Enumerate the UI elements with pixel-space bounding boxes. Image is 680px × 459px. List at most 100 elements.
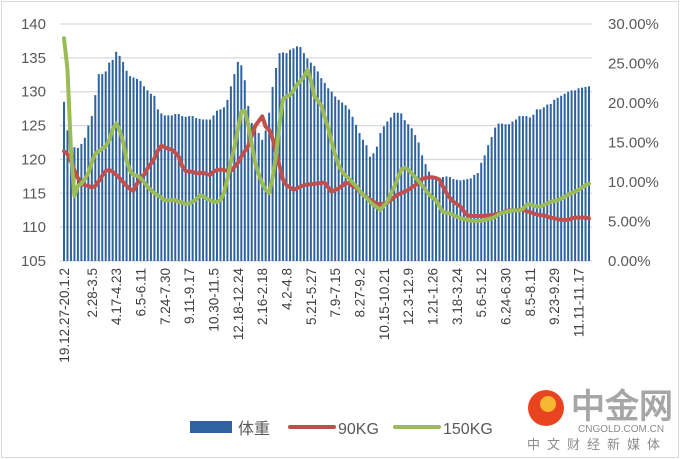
bar-weight	[149, 93, 152, 261]
bar-weight	[87, 125, 90, 261]
x-tick-label: 7.9-7.15	[328, 268, 343, 318]
bar-weight	[285, 53, 288, 261]
right-axis-ticks: 0.00% 5.00% 10.00% 15.00% 20.00% 25.00% 30.00%	[608, 16, 659, 270]
bar-weight	[386, 121, 389, 261]
bar-weight	[448, 177, 451, 261]
bar-weight	[66, 130, 69, 261]
bar-weight	[264, 130, 267, 261]
line-150kg	[62, 36, 591, 223]
bar-weight	[160, 113, 163, 261]
bar-weight	[104, 71, 107, 262]
bar-weight	[302, 53, 305, 261]
bar-weight	[407, 124, 410, 262]
left-axis-ticks: 105 110 115 120 125 130 135 140	[21, 16, 46, 270]
bar-weight	[563, 93, 566, 261]
bar-weight	[417, 142, 420, 261]
bar-weight	[63, 101, 65, 261]
x-tick-label: 12.3-12.9	[401, 268, 416, 325]
bar-weight	[379, 133, 382, 261]
bar-weight	[222, 107, 225, 261]
bar-weight	[257, 133, 260, 261]
x-tick-label: 4.17-4.23	[109, 268, 124, 325]
bar-weight	[431, 176, 434, 261]
bar-weight	[278, 53, 281, 261]
bar-weight	[146, 90, 149, 261]
bar-weight	[101, 74, 104, 261]
x-tick-label: 6.24-6.30	[499, 268, 514, 325]
bar-weight	[497, 123, 500, 261]
logo-name: 中金网	[571, 387, 673, 426]
bar-weight	[122, 61, 125, 261]
bar-weight	[567, 91, 570, 261]
bar-weight	[368, 156, 371, 261]
bar-weight	[108, 62, 111, 262]
bar-weight	[198, 118, 201, 261]
x-tick-label: 3.18-3.24	[450, 268, 465, 326]
bar-weight	[365, 145, 368, 261]
bar-weight	[410, 128, 413, 261]
legend-label-150kg: 150KG	[443, 421, 493, 438]
line-90kg	[62, 114, 591, 222]
bar-weight	[250, 122, 253, 261]
bar-weight	[195, 118, 198, 261]
logo-emblem-inner	[540, 396, 556, 412]
x-tick-label: 4.2-4.8	[280, 268, 295, 310]
bar-weight	[487, 145, 490, 261]
bar-weight	[504, 124, 507, 262]
x-tick-label: 11.11-11.17	[572, 268, 587, 337]
bar-weight	[424, 164, 427, 261]
bar-weight	[570, 90, 573, 261]
bar-weight	[288, 49, 291, 261]
bar-weight	[480, 162, 483, 261]
left-tick-label: 120	[21, 151, 46, 168]
cngold-logo: 中金网 CNGOLD.COM.CN 中文财经新媒体	[527, 387, 673, 452]
bar-weight	[546, 104, 549, 261]
legend-label-weight: 体重	[238, 420, 270, 438]
bar-weight	[229, 86, 232, 261]
bar-weight	[69, 162, 72, 261]
right-tick-label: 20.00%	[608, 95, 659, 112]
bar-weight	[327, 88, 330, 261]
bar-weight	[209, 119, 212, 261]
bar-weight	[184, 116, 187, 261]
bar-weight	[539, 109, 542, 261]
bar-weight	[542, 107, 545, 261]
x-tick-label: 8.27-9.2	[353, 268, 368, 318]
bar-weight	[316, 71, 319, 262]
bar-series-weight	[63, 46, 590, 262]
bar-weight	[355, 124, 358, 261]
bar-weight	[306, 58, 309, 261]
bar-weight	[118, 55, 121, 261]
bar-weight	[428, 171, 431, 261]
bar-weight	[313, 65, 316, 262]
bar-weight	[341, 102, 344, 261]
x-tick-label: 9.23-9.29	[547, 268, 562, 325]
right-tick-label: 30.00%	[608, 16, 659, 33]
right-tick-label: 0.00%	[608, 253, 651, 270]
bar-weight	[521, 116, 524, 261]
bar-weight	[445, 176, 448, 261]
bar-weight	[389, 117, 392, 262]
x-tick-label: 8.5-8.11	[523, 268, 538, 317]
bar-weight	[362, 139, 365, 261]
left-tick-label: 140	[21, 16, 46, 33]
bar-weight	[508, 124, 511, 262]
bar-weight	[299, 47, 302, 261]
bar-weight	[577, 88, 580, 261]
bar-weight	[132, 77, 135, 261]
x-tick-label: 10.30-11.5	[207, 268, 222, 332]
bar-weight	[177, 114, 180, 261]
legend-swatch-weight	[190, 421, 232, 433]
bar-weight	[400, 113, 403, 261]
bar-weight	[83, 137, 86, 261]
legend-label-90kg: 90KG	[338, 421, 379, 438]
right-tick-label: 10.00%	[608, 174, 659, 191]
bar-weight	[111, 59, 114, 261]
bar-weight	[511, 121, 514, 261]
bar-weight	[483, 155, 486, 261]
bar-weight	[351, 116, 354, 261]
bar-weight	[73, 147, 76, 261]
bar-weight	[549, 103, 552, 261]
